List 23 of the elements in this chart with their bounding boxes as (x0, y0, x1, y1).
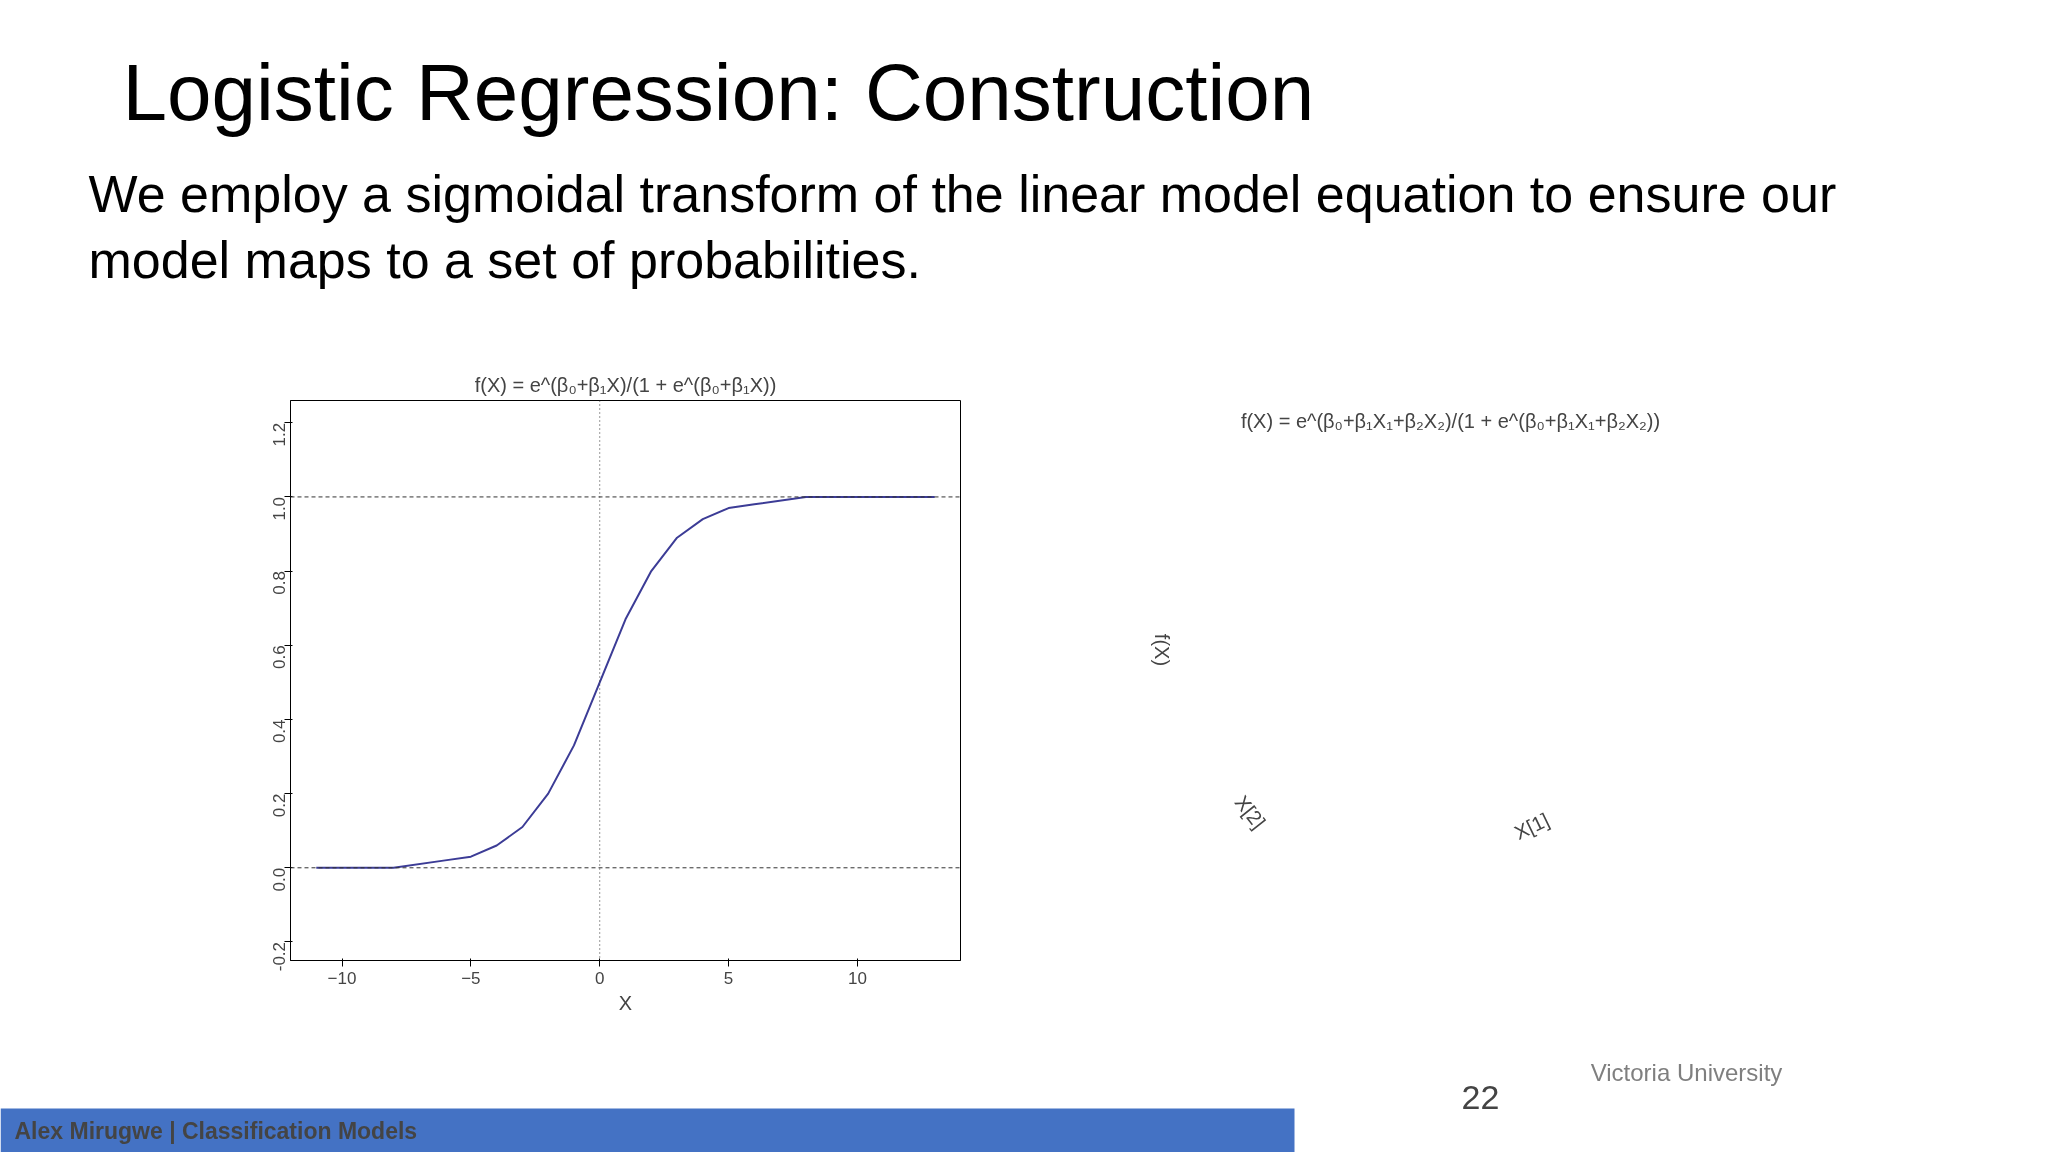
chart-title: f(X) = e^(β₀+β₁X)/(1 + e^(β₀+β₁X)) (474, 373, 777, 396)
y-tick-label: 0.8 (270, 571, 290, 595)
text: Logistic Regression: Construction (122, 48, 1315, 137)
x-axis-title: X (618, 991, 633, 1014)
text: f(X) (1150, 633, 1173, 667)
x-tick-label: −10 (327, 968, 357, 988)
text: f(X) = e^(β₀+β₁X₁+β₂X₂)/(1 + e^(β₀+β₁X₁+β₂X₂)) (1240, 409, 1661, 432)
text: X[1] (1510, 808, 1553, 844)
text: Alex Mirugwe | Classification Models (14, 1117, 418, 1144)
text: We employ a sigmoidal transform of the linear model equation to ensure our model maps to a set of probabilities. (88, 164, 1837, 289)
y-tick-label: 0.0 (270, 867, 290, 892)
x-tick-label: −5 (461, 968, 481, 988)
text: 22 (1461, 1078, 1500, 1116)
y-tick-label: 0.4 (270, 719, 290, 744)
y-tick-label: 0.6 (270, 645, 290, 669)
y-tick-label: 1.2 (270, 422, 290, 447)
x-tick-label: 10 (847, 968, 867, 988)
y-tick-label: 1.0 (270, 496, 290, 521)
text: Victoria University (1590, 1059, 1783, 1086)
y-tick-label: 0.2 (270, 793, 290, 818)
y-tick-label: -0.2 (270, 941, 290, 972)
x-tick-label: 5 (723, 968, 734, 988)
x-tick-label: 0 (595, 968, 605, 988)
